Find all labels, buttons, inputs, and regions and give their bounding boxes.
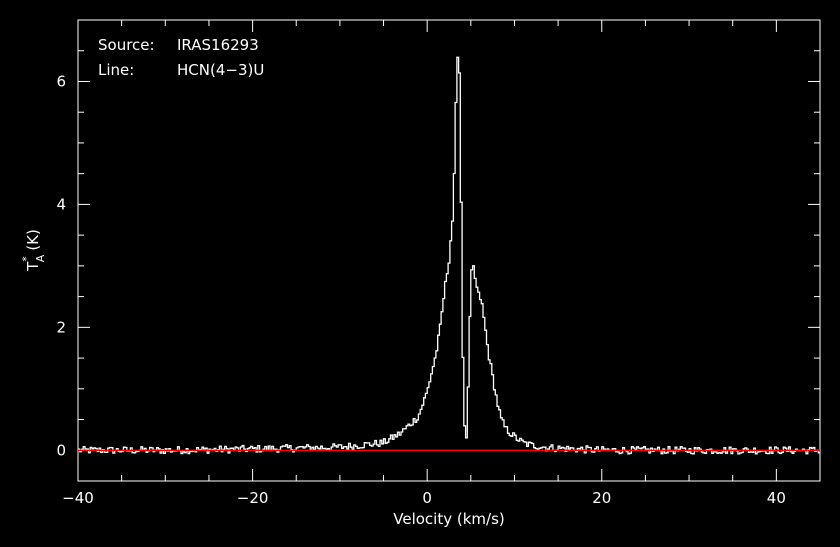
- y-tick-label: 4: [56, 195, 66, 213]
- y-tick-label: 2: [56, 318, 66, 336]
- ticks-layer: −40 −20 0 20 40 0 2 4 6: [56, 19, 821, 507]
- series-layer: [78, 56, 820, 455]
- x-tick-label: 40: [767, 489, 786, 507]
- plot-frame: [77, 19, 821, 482]
- x-tick-label: 20: [592, 489, 611, 507]
- x-axis-label: Velocity (km/s): [393, 510, 504, 528]
- y-axis-label: T*A (K): [20, 229, 47, 272]
- y-axis-label-sub: A: [34, 254, 47, 262]
- info-line-label: Line:: [98, 61, 134, 79]
- y-tick-label: 6: [56, 72, 66, 90]
- x-tick-label: 0: [422, 489, 432, 507]
- x-tick-label: −20: [237, 489, 269, 507]
- y-axis-label-sup: *: [20, 256, 33, 262]
- info-line-value: HCN(4−3)U: [177, 61, 264, 79]
- info-source-label: Source:: [98, 36, 155, 54]
- x-tick-label: −40: [62, 489, 94, 507]
- spectrum-series-line: [78, 56, 820, 455]
- y-axis-label-unit: (K): [24, 229, 42, 251]
- y-axis-label-text: T*A (K): [20, 229, 47, 272]
- y-tick-label: 0: [56, 441, 66, 459]
- y-axis-label-main: T: [24, 261, 42, 272]
- info-source-value: IRAS16293: [177, 36, 259, 54]
